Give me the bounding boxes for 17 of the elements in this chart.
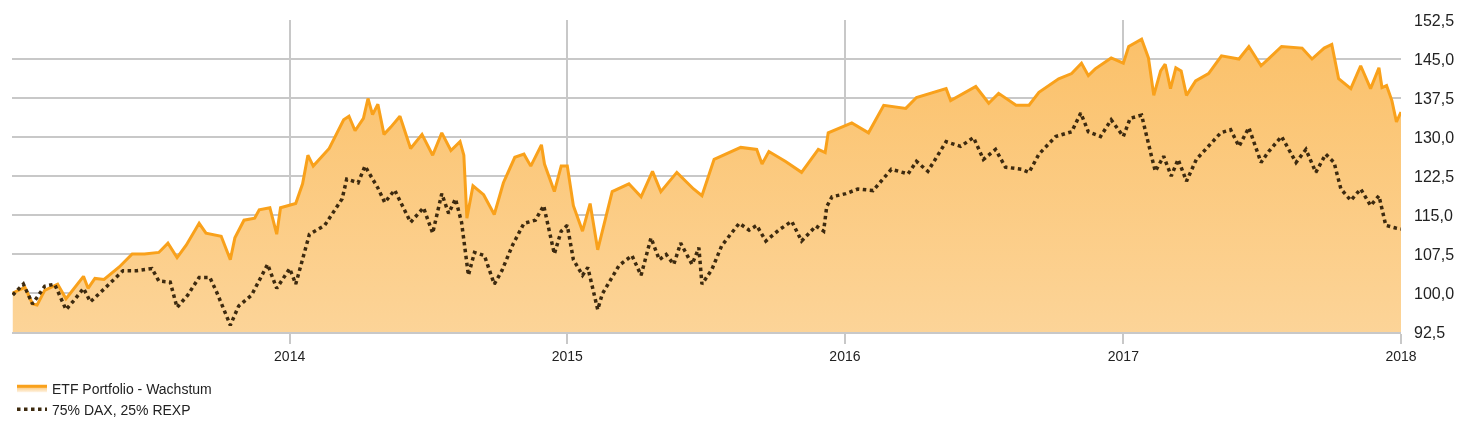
y-tick-label: 92,5 bbox=[1414, 323, 1446, 341]
x-tick-label: 2014 bbox=[274, 347, 306, 364]
legend-label: 75% DAX, 25% REXP bbox=[52, 401, 191, 418]
line-series bbox=[12, 111, 1401, 327]
y-tick-label: 152,5 bbox=[1414, 11, 1455, 29]
y-tick-label: 145,0 bbox=[1414, 50, 1455, 68]
y-tick-label: 122,5 bbox=[1414, 167, 1455, 185]
y-tick-label: 137,5 bbox=[1414, 89, 1455, 107]
x-tick-label: 2018 bbox=[1385, 347, 1417, 364]
legend-label: ETF Portfolio - Wachstum bbox=[52, 380, 212, 397]
x-tick-label: 2016 bbox=[829, 347, 861, 364]
y-tick-label: 100,0 bbox=[1414, 284, 1455, 302]
x-tick-label: 2015 bbox=[551, 347, 584, 364]
y-tick-label: 115,0 bbox=[1414, 206, 1453, 224]
y-tick-label: 130,0 bbox=[1414, 128, 1455, 146]
x-tick-label: 2017 bbox=[1107, 347, 1140, 364]
y-tick-label: 107,5 bbox=[1414, 245, 1455, 263]
